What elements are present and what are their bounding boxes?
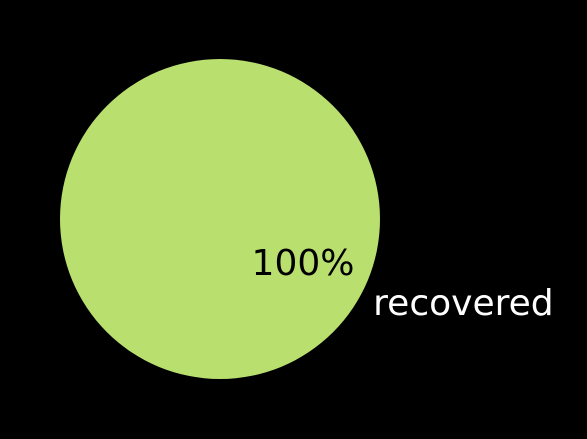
pie-labels: 100% recovered xyxy=(252,243,554,324)
pie-slice-percent-label: 100% xyxy=(252,243,355,284)
pie-slice-category-label: recovered xyxy=(373,283,553,324)
pie-slices xyxy=(60,59,380,379)
pie-slice-recovered xyxy=(60,59,380,379)
